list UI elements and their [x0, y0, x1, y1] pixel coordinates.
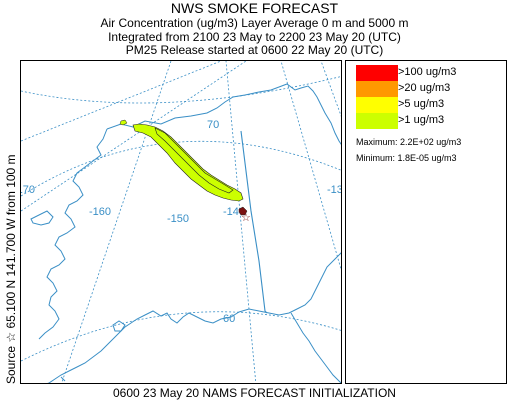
latitude-label: 60	[223, 313, 235, 325]
parallel-line	[21, 76, 341, 104]
plume-fragment-east	[238, 206, 248, 216]
source-star-icon: ☆	[241, 211, 251, 224]
aleutian-chain	[47, 376, 66, 383]
legend-item: >20 ug/m3	[356, 81, 506, 97]
latitude-label: 70	[207, 119, 219, 131]
legend-minimum: Minimum: 1.8E-05 ug/m3	[356, 153, 457, 163]
longitude-label: -170	[21, 184, 35, 196]
source-location-label: Source ☆ 65.100 N 141.700 W from 100 m	[0, 60, 20, 384]
meridian-line	[280, 61, 341, 271]
legend-swatch	[356, 81, 398, 97]
parallel-line	[21, 311, 341, 362]
parallel-line	[21, 140, 341, 197]
plume-fragment-west	[119, 119, 128, 126]
alaska-coastline	[38, 83, 341, 383]
plume-contour-inner	[154, 127, 234, 194]
longitude-label: -150	[167, 213, 189, 225]
smoke-plume	[119, 119, 248, 216]
canada-border	[240, 130, 268, 314]
legend-swatch	[356, 113, 398, 129]
grid-labels: -170 -160 -150 -140 -130 70 60	[21, 119, 342, 325]
legend-swatch	[356, 65, 398, 81]
kodiak-island	[112, 320, 126, 332]
southeast-panhandle	[290, 312, 341, 383]
source-location-text: Source ☆ 65.100 N 141.700 W from 100 m	[4, 154, 18, 384]
meridian-line	[320, 61, 341, 117]
legend-swatch	[356, 97, 398, 113]
subtitle-concentration: Air Concentration (ug/m3) Layer Average …	[100, 16, 409, 30]
plume-area-gt1	[132, 123, 244, 202]
seward-peninsula	[30, 210, 54, 226]
legend-label: >1 ug/m3	[398, 114, 445, 126]
longitude-label: -130	[327, 184, 342, 196]
coastline	[30, 83, 341, 383]
footer-initialization: 0600 23 May 20 NAMS FORECAST INITIALIZAT…	[113, 386, 396, 400]
graticule	[21, 61, 341, 383]
chart-title: NWS SMOKE FORECAST	[170, 0, 339, 16]
subtitle-integration: Integrated from 2100 23 May to 2200 23 M…	[108, 30, 401, 44]
legend-panel: >100 ug/m3 >20 ug/m3 >5 ug/m3 >1 ug/m3 M…	[345, 60, 507, 384]
meridian-line	[61, 61, 172, 383]
legend-label: >100 ug/m3	[398, 66, 457, 78]
legend-label: >5 ug/m3	[398, 98, 445, 110]
legend-label: >20 ug/m3	[398, 82, 451, 94]
legend-item: >5 ug/m3	[356, 97, 506, 113]
map-panel: -170 -160 -150 -140 -130 70 60 ☆	[20, 60, 342, 384]
legend-maximum: Maximum: 2.2E+02 ug/m3	[356, 137, 462, 147]
legend-item: >100 ug/m3	[356, 65, 506, 81]
longitude-label: -160	[89, 206, 111, 218]
meridian-line	[21, 61, 222, 142]
map-svg: -170 -160 -150 -140 -130 70 60 ☆	[21, 61, 342, 383]
subtitle-release: PM25 Release started at 0600 22 May 20 (…	[125, 43, 384, 57]
legend-item: >1 ug/m3	[356, 113, 506, 129]
meridian-line	[21, 61, 247, 212]
